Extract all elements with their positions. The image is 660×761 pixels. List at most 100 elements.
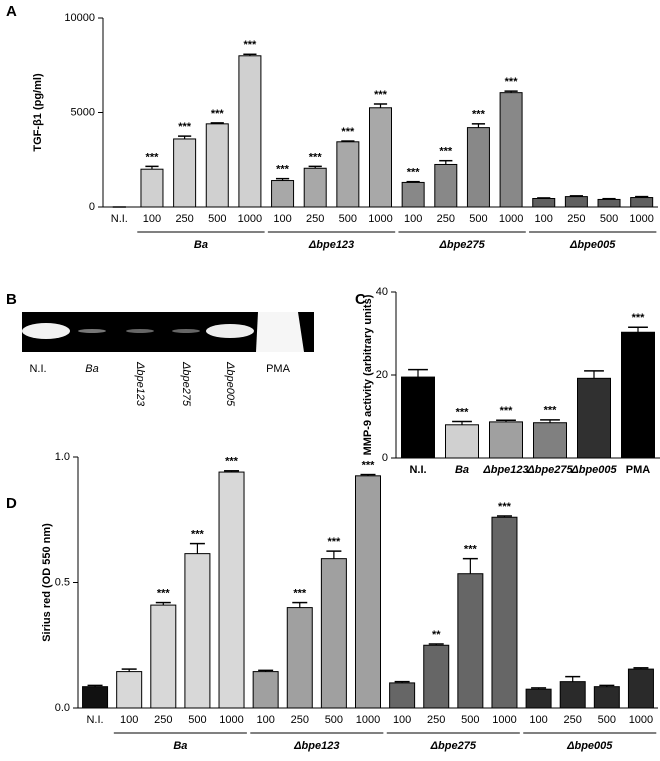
y-axis-label: MMP-9 activity (arbitrary units)	[362, 294, 374, 455]
bar	[423, 644, 450, 709]
lane-label: Δbpe123	[134, 361, 146, 407]
significance: ***	[293, 587, 307, 599]
band	[206, 324, 254, 338]
bar	[597, 198, 621, 208]
bar	[140, 168, 164, 208]
bar	[491, 516, 518, 709]
panel-letter: C	[355, 291, 366, 308]
y-tick-label: 0.5	[55, 576, 70, 588]
lane-label: Δbpe005	[224, 361, 236, 407]
x-tick-label: 500	[461, 714, 479, 726]
x-tick-label: 1000	[629, 213, 653, 225]
x-tick-label: PMA	[626, 464, 651, 476]
x-tick-label: 250	[291, 714, 309, 726]
significance: ***	[146, 151, 160, 163]
group-label: Δbpe005	[566, 740, 613, 752]
bar	[205, 123, 229, 208]
bar	[252, 671, 279, 709]
x-tick-label: N.I.	[111, 213, 128, 225]
significance: ***	[439, 146, 453, 158]
lane-label: N.I.	[29, 363, 46, 375]
x-tick-label: Δbpe275	[526, 464, 573, 476]
significance: ***	[362, 459, 376, 471]
bar	[457, 573, 484, 709]
panel-letter: D	[6, 495, 17, 512]
gel-bands	[22, 312, 304, 352]
significance: ***	[456, 406, 470, 418]
significance: ***	[276, 164, 290, 176]
x-tick-label: Δbpe005	[570, 464, 617, 476]
band	[126, 329, 154, 333]
x-tick-label: 100	[404, 213, 422, 225]
y-axis-label: Sirius red (OD 550 nm)	[41, 523, 53, 642]
significance: ***	[157, 587, 171, 599]
y-tick-label: 0.0	[55, 702, 70, 714]
significance: ***	[505, 76, 519, 88]
bar	[320, 558, 347, 709]
bar	[401, 376, 435, 459]
bar	[525, 688, 552, 709]
x-tick-label: N.I.	[409, 464, 426, 476]
band	[256, 312, 304, 352]
panel-letter: B	[6, 291, 17, 308]
y-tick-label: 40	[376, 286, 388, 298]
significance: ***	[327, 536, 341, 548]
bar	[564, 196, 588, 208]
significance: ***	[341, 126, 355, 138]
bar	[489, 421, 523, 459]
bar	[621, 331, 655, 459]
x-tick-label: 250	[564, 714, 582, 726]
significance: ***	[243, 39, 257, 51]
band	[172, 329, 200, 333]
significance: ***	[472, 109, 486, 121]
x-tick-label: 250	[306, 213, 324, 225]
significance: ***	[374, 89, 388, 101]
significance: ***	[211, 108, 225, 120]
bar	[445, 424, 479, 459]
bar	[533, 422, 567, 459]
group-label: Δbpe005	[569, 239, 616, 251]
y-axis-label: TGF-β1 (pg/ml)	[32, 73, 44, 152]
bar	[559, 681, 586, 709]
bar	[218, 471, 245, 709]
x-tick-label: 500	[469, 213, 487, 225]
bar	[630, 197, 654, 208]
x-tick-label: 100	[393, 714, 411, 726]
x-tick-label: 500	[598, 714, 616, 726]
bar	[499, 92, 523, 208]
x-tick-label: 250	[437, 213, 455, 225]
significance: ***	[309, 151, 323, 163]
group-label: Δbpe123	[308, 239, 354, 251]
y-tick-label: 20	[376, 369, 388, 381]
group-label: Δbpe275	[438, 239, 485, 251]
bar	[401, 181, 425, 208]
significance: ***	[191, 529, 205, 541]
x-tick-label: Δbpe123	[482, 464, 528, 476]
x-tick-label: 1000	[368, 213, 392, 225]
y-tick-label: 10000	[64, 12, 95, 24]
bar	[173, 138, 197, 208]
x-tick-label: 100	[529, 714, 547, 726]
band	[22, 323, 70, 339]
panel-letter: A	[6, 3, 17, 20]
bar	[271, 180, 295, 208]
bar	[627, 668, 654, 709]
x-tick-label: N.I.	[86, 714, 103, 726]
x-tick-label: 500	[208, 213, 226, 225]
significance: ***	[544, 405, 558, 417]
bar	[303, 167, 327, 208]
significance: ***	[498, 501, 512, 513]
x-tick-label: 500	[188, 714, 206, 726]
x-tick-label: 250	[427, 714, 445, 726]
x-tick-label: 1000	[219, 714, 243, 726]
y-tick-label: 1.0	[55, 451, 70, 463]
bar	[593, 686, 620, 709]
bar	[184, 553, 211, 709]
x-tick-label: 1000	[238, 213, 262, 225]
x-tick-label: 100	[256, 714, 274, 726]
significance: ***	[225, 456, 239, 468]
y-tick-label: 5000	[71, 106, 95, 118]
significance: **	[432, 629, 441, 641]
x-tick-label: 1000	[356, 714, 380, 726]
lane-label: Ba	[85, 363, 98, 375]
